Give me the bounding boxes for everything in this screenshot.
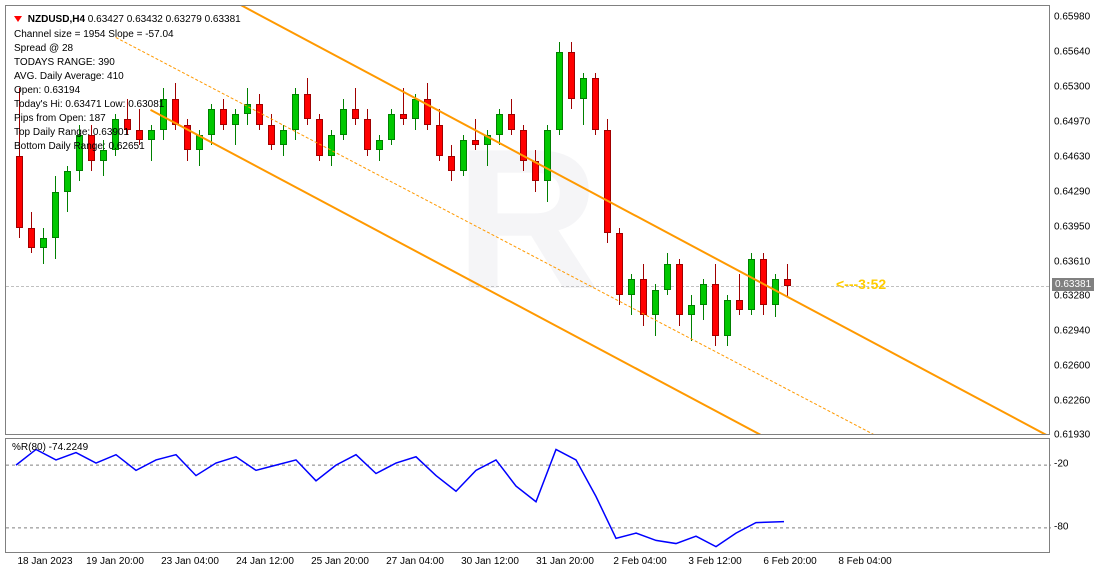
y-tick-label: 0.62940 (1054, 325, 1090, 336)
y-tick-label: 0.64290 (1054, 186, 1090, 197)
overlay-bottom: Bottom Daily Range: 0.62651 (14, 140, 174, 154)
x-tick-label: 2 Feb 04:00 (613, 556, 666, 567)
x-tick-label: 24 Jan 12:00 (236, 556, 294, 567)
info-overlay: Channel size = 1954 Slope = -57.04 Sprea… (14, 28, 174, 154)
x-axis-time: 18 Jan 2023 19 Jan 20:00 23 Jan 04:00 24 Ja… (5, 556, 1050, 576)
overlay-pips: Pips from Open: 187 (14, 112, 174, 126)
x-tick-label: 6 Feb 20:00 (763, 556, 816, 567)
overlay-spread: Spread @ 28 (14, 42, 174, 56)
x-tick-label: 30 Jan 12:00 (461, 556, 519, 567)
y-tick-label: 0.65300 (1054, 82, 1090, 93)
y-axis-indicator: -20 -80 (1052, 438, 1098, 553)
overlay-avg: AVG. Daily Average: 410 (14, 70, 174, 84)
x-tick-label: 3 Feb 12:00 (688, 556, 741, 567)
overlay-top: Top Daily Range: 0.63901 (14, 126, 174, 140)
y-tick-label: 0.65980 (1054, 12, 1090, 23)
indicator-panel[interactable]: %R(80) -74.2249 (5, 438, 1050, 553)
x-tick-label: 31 Jan 20:00 (536, 556, 594, 567)
y-tick-label: 0.63950 (1054, 221, 1090, 232)
indicator-y-tick: -20 (1054, 459, 1068, 470)
y-tick-label: 0.64630 (1054, 151, 1090, 162)
x-tick-label: 25 Jan 20:00 (311, 556, 369, 567)
chart-container: R NZDUSD,H4 0.63427 0.63432 0.63279 0.63… (0, 0, 1100, 583)
indicator-plot (6, 439, 1051, 554)
x-tick-label: 19 Jan 20:00 (86, 556, 144, 567)
x-tick-label: 18 Jan 2023 (17, 556, 72, 567)
direction-down-icon (14, 16, 22, 22)
channel-mid-line (116, 37, 1049, 434)
overlay-open: Open: 0.63194 (14, 84, 174, 98)
y-tick-label: 0.64970 (1054, 116, 1090, 127)
indicator-label: %R(80) -74.2249 (12, 442, 88, 453)
x-tick-label: 8 Feb 04:00 (838, 556, 891, 567)
main-price-panel[interactable]: R NZDUSD,H4 0.63427 0.63432 0.63279 0.63… (5, 5, 1050, 435)
symbol-label: NZDUSD,H4 (28, 14, 85, 25)
ohlc-values: 0.63427 0.63432 0.63279 0.63381 (88, 14, 241, 25)
y-tick-label: 0.62600 (1054, 360, 1090, 371)
indicator-y-tick: -80 (1054, 521, 1068, 532)
symbol-header: NZDUSD,H4 0.63427 0.63432 0.63279 0.6338… (14, 14, 241, 25)
y-tick-label: 0.65640 (1054, 47, 1090, 58)
x-tick-label: 27 Jan 04:00 (386, 556, 444, 567)
overlay-hilo: Today's Hi: 0.63471 Low: 0.63081 (14, 98, 174, 112)
y-axis-price: 0.65980 0.65640 0.65300 0.64970 0.64630 0.642… (1052, 5, 1098, 435)
y-tick-label: 0.63280 (1054, 290, 1090, 301)
y-tick-label: 0.62260 (1054, 395, 1090, 406)
current-price-label: 0.63381 (1052, 278, 1094, 291)
overlay-range: TODAYS RANGE: 390 (14, 56, 174, 70)
y-tick-label: 0.63610 (1054, 256, 1090, 267)
countdown-marker: <---3:52 (836, 276, 886, 292)
x-tick-label: 23 Jan 04:00 (161, 556, 219, 567)
overlay-channel: Channel size = 1954 Slope = -57.04 (14, 28, 174, 42)
